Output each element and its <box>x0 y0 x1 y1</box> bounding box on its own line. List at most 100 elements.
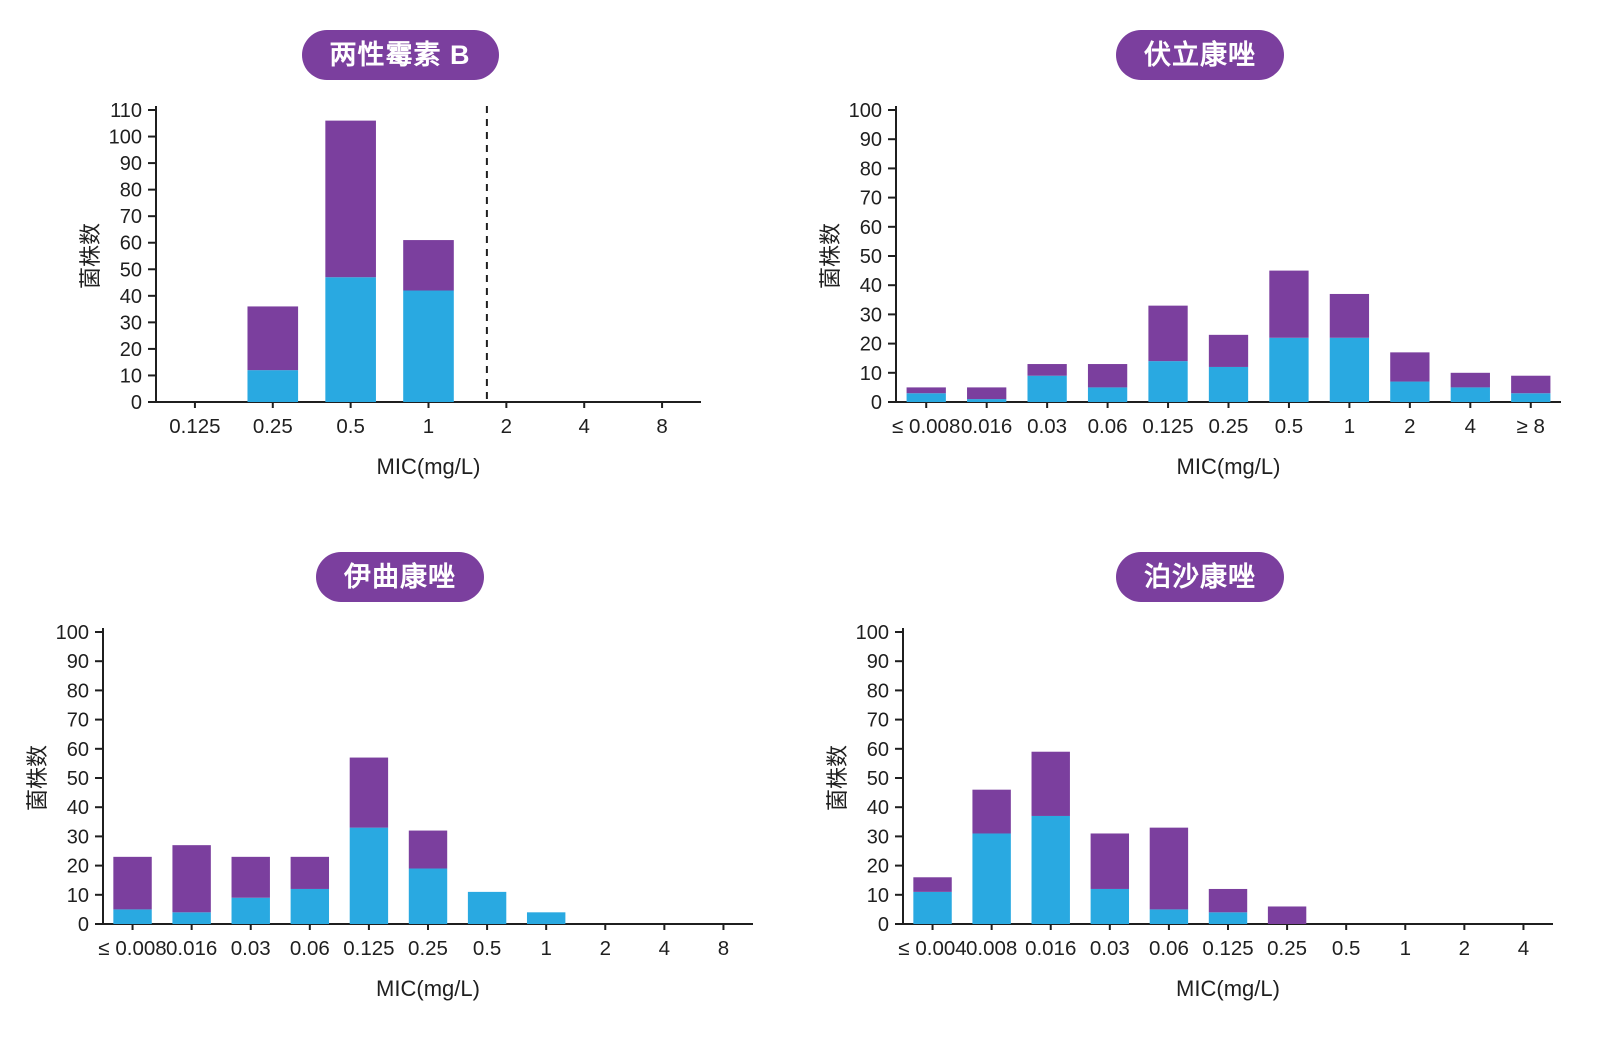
bar-purple-segment <box>1267 906 1307 925</box>
bar-blue-segment <box>1149 909 1189 925</box>
y-tick-label: 100 <box>108 127 141 149</box>
bar-blue-segment <box>231 898 270 925</box>
bar-purple-segment <box>1031 752 1070 817</box>
chart-svg: 0 10 20 30 40 50 60 70 80 90 100 ≤ 0.004 0.008 0.016 0… <box>825 622 1553 1001</box>
bar-purple-segment <box>1268 270 1309 339</box>
x-tick-label: 4 <box>578 415 589 438</box>
x-tick-label: 0.016 <box>1025 937 1076 960</box>
chart-svg: 0 10 20 30 40 50 60 70 80 90 100 ≤ 0.008 0.016 0.03 0.… <box>818 100 1561 479</box>
chart-title: 伏立康唑 <box>1144 40 1256 70</box>
x-tick-label: 0.03 <box>1090 937 1130 960</box>
chart-title-badge: 两性霉素 B <box>301 30 499 81</box>
y-tick-label: 20 <box>859 334 881 356</box>
bar-purple-segment <box>906 387 946 394</box>
bar-blue-segment <box>1208 367 1248 403</box>
bar-purple-segment <box>1026 364 1067 377</box>
chart-panel-voriconazole: 伏立康唑 0 10 20 30 40 50 60 70 80 90 100 ≤ 0.008 0.016 0… <box>800 0 1600 522</box>
x-tick-label: 0.125 <box>343 937 394 960</box>
bar-blue-segment <box>467 892 507 925</box>
y-tick-label: 20 <box>67 856 89 878</box>
x-tick-label: 0.25 <box>1267 937 1307 960</box>
bar-purple-segment <box>913 877 952 893</box>
bar-blue-segment <box>1450 387 1490 403</box>
chart-panel-itraconazole: 伊曲康唑 0 10 20 30 40 50 60 70 80 90 100 ≤ 0.008 0.016 0… <box>0 522 800 1044</box>
y-tick-label: 100 <box>56 622 89 644</box>
x-tick-label: ≤ 0.004 <box>898 937 966 960</box>
bar-blue-segment <box>1031 816 1070 925</box>
x-tick-label: 1 <box>422 415 433 438</box>
y-tick-label: 70 <box>67 710 89 732</box>
y-tick-label: 100 <box>848 100 881 122</box>
y-tick-label: 20 <box>119 339 141 361</box>
chart-svg: 0 10 20 30 40 50 60 70 80 90 100 110 0.125 0.25 0.5 1 2 4… <box>78 100 701 479</box>
bar-purple-segment <box>972 790 1011 834</box>
y-tick-label: 0 <box>878 914 889 936</box>
y-tick-label: 90 <box>119 153 141 175</box>
bar-purple-segment <box>402 240 454 291</box>
x-tick-label: 0.25 <box>1208 415 1248 438</box>
y-tick-label: 70 <box>119 207 141 229</box>
x-tick-label: 0.125 <box>1202 937 1253 960</box>
x-tick-label: 1 <box>1400 937 1411 960</box>
bar-blue-segment <box>526 912 566 925</box>
y-tick-label: 10 <box>67 885 89 907</box>
x-tick-label: 0.06 <box>1087 415 1127 438</box>
y-tick-label: 60 <box>859 217 881 239</box>
bar-purple-segment <box>408 830 448 869</box>
bar-blue-segment <box>1087 387 1127 403</box>
x-tick-label: 1 <box>540 937 551 960</box>
bar-blue-segment <box>290 889 330 925</box>
y-tick-label: 100 <box>856 622 889 644</box>
bar-purple-segment <box>1389 352 1430 382</box>
x-tick-label: 0.125 <box>169 415 220 438</box>
bar-purple-segment <box>172 845 211 913</box>
y-tick-label: 70 <box>859 188 881 210</box>
y-tick-label: 10 <box>859 363 881 385</box>
y-tick-label: 90 <box>67 652 89 674</box>
y-tick-label: 70 <box>867 710 889 732</box>
x-tick-label: 4 <box>1464 415 1475 438</box>
y-tick-label: 30 <box>119 313 141 335</box>
chart-svg: 0 10 20 30 40 50 60 70 80 90 100 ≤ 0.008 0.016 0.03 0.… <box>25 622 753 1001</box>
y-tick-label: 0 <box>78 914 89 936</box>
y-tick-label: 30 <box>867 827 889 849</box>
bar-purple-segment <box>349 757 389 829</box>
bar-blue-segment <box>408 868 448 925</box>
bar-blue-segment <box>913 892 952 925</box>
x-tick-label: 0.06 <box>1149 937 1189 960</box>
bar-purple-segment <box>1087 364 1127 388</box>
x-tick-label: 2 <box>500 415 511 438</box>
y-tick-label: 20 <box>867 856 889 878</box>
chart-canvas-itraconazole: 0 10 20 30 40 50 60 70 80 90 100 ≤ 0.008 0.016 0.03 0.… <box>21 616 779 1029</box>
chart-title: 泊沙康唑 <box>1144 562 1256 592</box>
y-tick-label: 80 <box>67 681 89 703</box>
y-tick-label: 10 <box>119 366 141 388</box>
chart-canvas-amphotericin-b: 0 10 20 30 40 50 60 70 80 90 100 110 0.125 0.25 0.5 1 2 4… <box>74 94 727 507</box>
y-tick-label: 50 <box>119 260 141 282</box>
y-axis-label: 菌株数 <box>825 745 850 811</box>
x-tick-label: 0.25 <box>408 937 448 960</box>
bar-purple-segment <box>1147 306 1188 362</box>
y-tick-label: 50 <box>67 768 89 790</box>
x-axis-label: MIC(mg/L) <box>1176 454 1280 479</box>
y-tick-label: 40 <box>67 798 89 820</box>
y-tick-label: 60 <box>119 233 141 255</box>
x-tick-label: 0.5 <box>336 415 365 438</box>
bar-purple-segment <box>966 387 1006 400</box>
y-tick-label: 90 <box>867 652 889 674</box>
chart-title-badge: 伏立康唑 <box>1116 30 1284 81</box>
x-axis-label: MIC(mg/L) <box>376 454 480 479</box>
y-tick-label: 50 <box>867 768 889 790</box>
bar-blue-segment <box>1208 912 1248 925</box>
x-axis-label: MIC(mg/L) <box>1176 976 1280 1001</box>
x-tick-label: 0.06 <box>290 937 330 960</box>
chart-title: 两性霉素 B <box>329 40 471 70</box>
x-axis-label: MIC(mg/L) <box>376 976 480 1001</box>
bar-blue-segment <box>972 833 1011 925</box>
chart-title-badge: 伊曲康唑 <box>316 552 484 603</box>
y-tick-label: 40 <box>119 286 141 308</box>
bar-blue-segment <box>1268 338 1309 403</box>
y-tick-label: 50 <box>859 246 881 268</box>
chart-title: 伊曲康唑 <box>344 562 456 592</box>
